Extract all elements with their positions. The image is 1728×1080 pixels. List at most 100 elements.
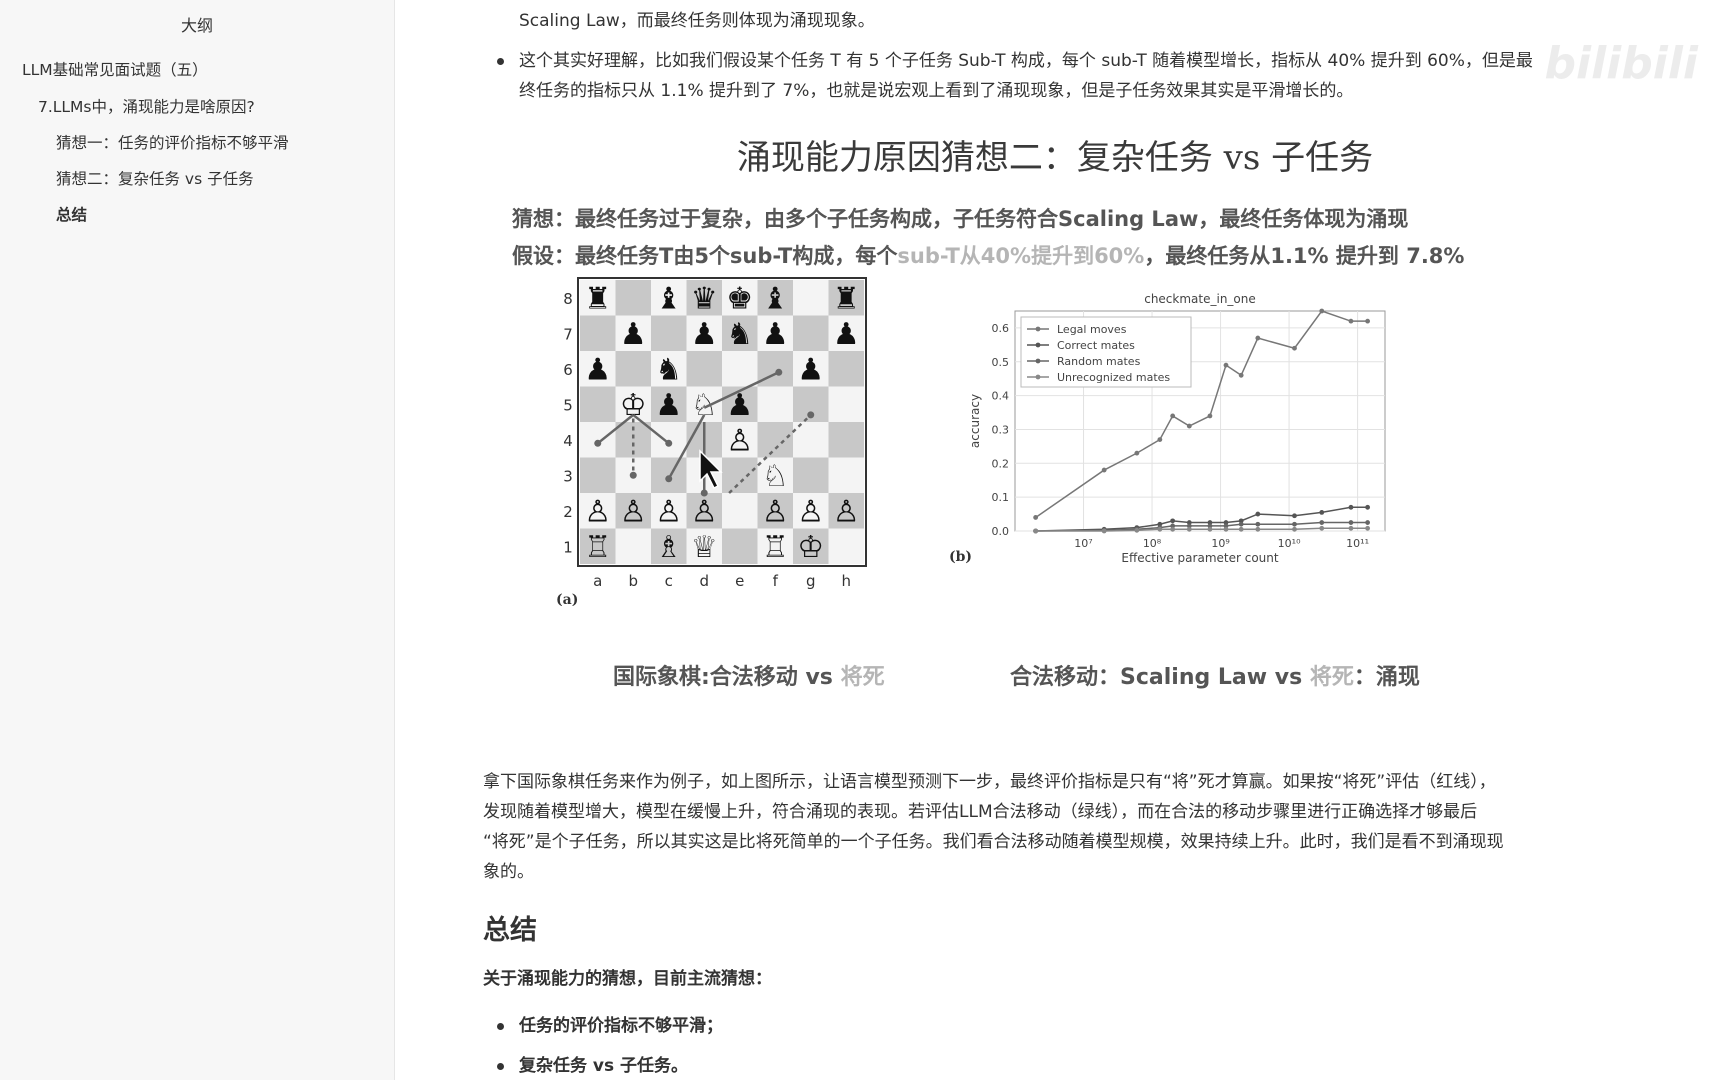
board-square: [828, 528, 864, 564]
board-square: [580, 457, 616, 493]
data-point: [1348, 520, 1354, 525]
paragraph-line: “将死”是个子任务，所以其实这是比将死简单的一个子任务。我们看合法移动随着模型规…: [483, 832, 1504, 852]
board-square: [828, 457, 864, 493]
board-square: [722, 493, 758, 529]
outline-item-hypothesis-1[interactable]: 猜想一：任务的评价指标不够平滑: [56, 134, 289, 152]
rank-label: 6: [563, 361, 573, 379]
outline-item-hypothesis-2[interactable]: 猜想二：复杂任务 vs 子任务: [56, 170, 254, 188]
rank-label: 7: [563, 326, 573, 344]
rank-label: 1: [563, 539, 573, 557]
y-tick-label: 0.2: [992, 457, 1010, 470]
arrow-head: [665, 475, 673, 483]
data-point: [1207, 526, 1213, 532]
outline-title: 大纲: [180, 16, 213, 35]
chess-piece: ♟: [726, 388, 753, 423]
board-square: [722, 457, 758, 493]
data-point: [1134, 450, 1140, 456]
board-square: [580, 422, 616, 458]
board-square: [651, 493, 687, 529]
data-point: [1157, 437, 1163, 443]
board-square: [722, 528, 758, 564]
paragraph-line: 拿下国际象棋任务来作为例子，如上图所示，让语言模型预测下一步，最终评价指标是只有…: [483, 772, 1496, 792]
data-point: [1255, 335, 1261, 341]
data-point: [1292, 345, 1297, 351]
chess-piece: ♙: [655, 494, 682, 529]
arrow-head: [594, 439, 602, 447]
data-point: [1255, 526, 1261, 532]
chess-piece: ♙: [797, 494, 824, 529]
board-square: [580, 315, 616, 351]
chess-piece: ♘: [762, 459, 789, 494]
board-square: [793, 351, 829, 387]
board-square: [722, 386, 758, 422]
rank-label: 4: [563, 432, 573, 450]
board-square: [686, 280, 722, 316]
data-point: [1292, 513, 1297, 519]
board-square: [651, 351, 687, 387]
y-tick-label: 0.3: [992, 423, 1010, 436]
data-point: [1101, 528, 1107, 534]
outline-sidebar: 大纲 LLM基础常见面试题（五） 7.LLMs中，涌现能力是啥原因? 猜想一：任…: [0, 0, 395, 1080]
chart-title: checkmate_in_one: [1144, 292, 1256, 306]
y-tick-label: 0.0: [992, 525, 1010, 538]
x-tick-label: 10⁸: [1143, 537, 1162, 550]
board-square: [828, 351, 864, 387]
board-square: [686, 351, 722, 387]
board-square: [828, 386, 864, 422]
board-square: [757, 280, 793, 316]
outline-item-summary[interactable]: 总结: [56, 206, 88, 224]
rank-label: 3: [563, 468, 573, 486]
outline-item-emergence-reason[interactable]: 7.LLMs中，涌现能力是啥原因?: [38, 98, 255, 116]
board-square: [828, 422, 864, 458]
x-tick-label: 10¹⁰: [1278, 537, 1301, 550]
slide-assumption-line: 假设：最终任务T由5个sub-T构成，每个sub-T从40%提升到60%，最终任…: [512, 244, 1465, 268]
data-point: [1170, 523, 1176, 529]
caption-scaling-law: 合法移动：Scaling Law vs 将死：涌现: [1010, 665, 1420, 690]
chess-piece: ♗: [655, 530, 682, 565]
data-point: [1365, 525, 1371, 531]
data-point: [1134, 527, 1140, 533]
data-point: [1186, 523, 1192, 529]
slide-image: 涌现能力原因猜想二：复杂任务 vs 子任务 猜想：最终任务过于复杂，由多个子任务…: [490, 118, 1620, 698]
data-point: [1238, 526, 1244, 532]
legend-marker: [1035, 374, 1041, 380]
chess-piece: ♟: [584, 352, 611, 387]
chess-piece: ♖: [584, 530, 611, 565]
board-square: [828, 315, 864, 351]
chess-piece: ♞: [726, 317, 753, 352]
data-point: [1186, 526, 1192, 532]
board-square: [722, 280, 758, 316]
file-label: e: [735, 572, 744, 590]
board-square: [757, 493, 793, 529]
data-point: [1238, 372, 1244, 378]
caption-chess: 国际象棋:合法移动 vs 将死: [613, 665, 885, 690]
board-square: [651, 315, 687, 351]
data-point: [1207, 520, 1213, 525]
board-square: [686, 493, 722, 529]
x-tick-label: 10⁷: [1074, 537, 1092, 550]
outline-item-llm-interview-5[interactable]: LLM基础常见面试题（五）: [22, 61, 208, 79]
board-square: [615, 351, 651, 387]
board-square: [757, 457, 793, 493]
data-point: [1101, 467, 1107, 473]
data-point: [1365, 504, 1371, 510]
board-square: [793, 422, 829, 458]
bullet-text-line: 终任务的指标只从 1.1% 提升到了 7%，也就是说宏观上看到了涌现现象，但是子…: [519, 81, 1354, 101]
data-point: [1319, 525, 1325, 531]
summary-heading: 总结: [483, 915, 537, 946]
chess-piece: ♟: [655, 388, 682, 423]
board-square: [686, 315, 722, 351]
cursor-icon: [699, 449, 723, 490]
data-point: [1033, 515, 1039, 520]
chess-piece: ♝: [762, 281, 789, 316]
chess-piece: ♜: [833, 281, 860, 316]
data-point: [1365, 318, 1371, 324]
move-arrow: [632, 413, 670, 445]
board-square: [580, 386, 616, 422]
legend-marker: [1035, 326, 1041, 332]
board-square: [615, 528, 651, 564]
paragraph-line: Scaling Law，而最终任务则体现为涌现现象。: [519, 11, 875, 31]
summary-item: 复杂任务 vs 子任务。: [519, 1056, 689, 1076]
chess-piece: ♔: [797, 530, 824, 565]
legend-label: Unrecognized mates: [1057, 371, 1170, 384]
